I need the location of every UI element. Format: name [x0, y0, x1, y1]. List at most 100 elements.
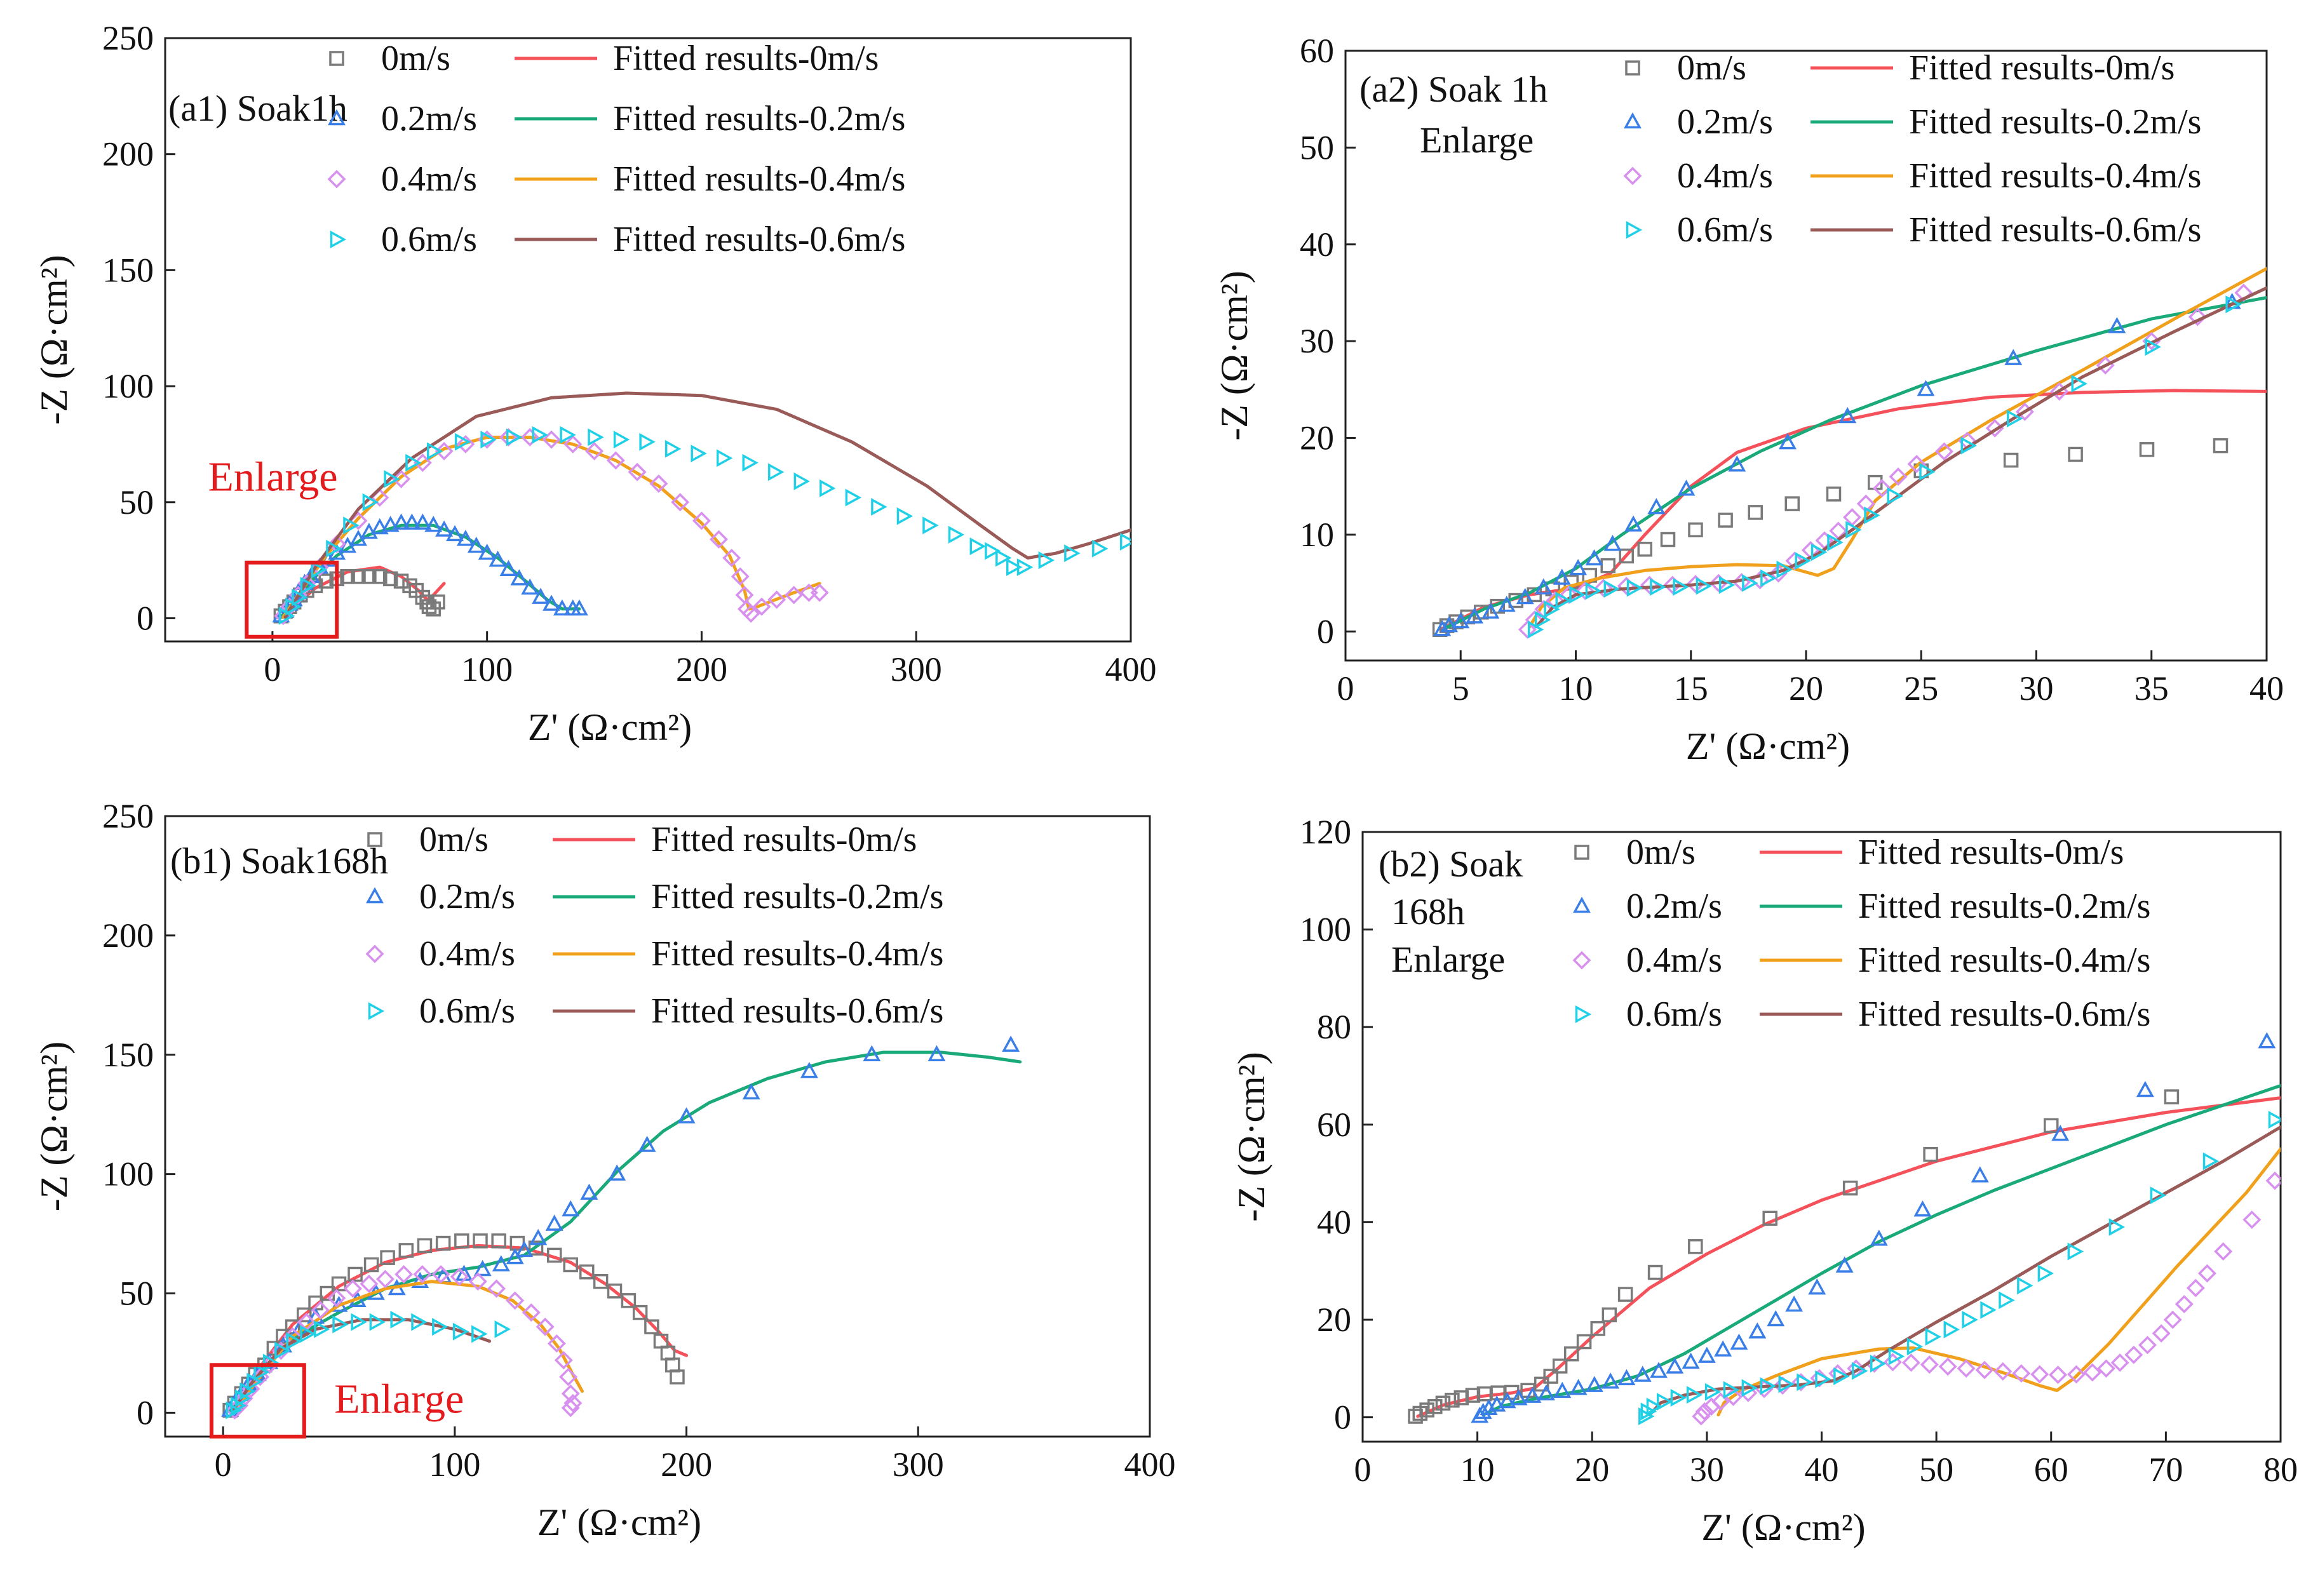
data-point	[1760, 1377, 1776, 1395]
legend-marker	[1574, 845, 1589, 860]
data-point	[362, 493, 379, 511]
data-point	[1498, 1391, 1516, 1409]
legend-marker	[327, 170, 346, 189]
data-point	[370, 518, 389, 535]
legend-label: 0.2m/s	[381, 99, 477, 138]
data-point	[1466, 607, 1483, 624]
data-point	[2068, 446, 2083, 462]
data-point	[561, 1398, 580, 1418]
data-point	[1692, 1407, 1711, 1426]
data-point	[1553, 568, 1571, 585]
data-point	[327, 1289, 346, 1308]
data-point	[2225, 295, 2242, 314]
data-point	[1785, 1295, 1804, 1312]
data-point	[1560, 585, 1579, 604]
legend-label: 0.4m/s	[419, 934, 515, 974]
enlarge-label: Enlarge	[334, 1376, 464, 1422]
data-point	[1957, 1359, 1976, 1378]
data-point	[435, 520, 454, 537]
x-tick-label: 15	[1674, 669, 1708, 707]
data-point	[1626, 579, 1643, 597]
data-point	[742, 453, 759, 472]
data-point	[1488, 1395, 1506, 1412]
data-point	[545, 1214, 563, 1231]
data-point	[1638, 1407, 1655, 1426]
data-point	[1923, 1146, 1938, 1162]
series-0.4m/s	[1692, 1147, 2281, 1426]
data-point	[2017, 1277, 2033, 1295]
data-point	[1563, 1346, 1579, 1362]
legend-marker	[1625, 60, 1640, 76]
data-point	[1525, 610, 1544, 629]
data-point	[375, 1270, 394, 1289]
legend: 0m/s Fitted results-0m/s 0.2m/s Fitted resu…	[327, 39, 905, 259]
data-point	[608, 1164, 626, 1181]
data-point	[351, 568, 366, 584]
enlarge-box	[245, 560, 339, 639]
legend-marker	[1575, 1005, 1592, 1023]
data-point	[1711, 1392, 1730, 1411]
legend-marker	[368, 1002, 385, 1020]
x-tick-label: 30	[2020, 669, 2054, 707]
data-point	[2138, 1336, 2157, 1355]
data-point	[235, 1389, 252, 1407]
data-point	[1943, 1320, 1960, 1339]
data-point	[722, 548, 741, 567]
data-point	[1497, 596, 1516, 612]
data-point	[1742, 574, 1758, 593]
data-point	[454, 1233, 469, 1249]
data-point	[1748, 1322, 1767, 1339]
legend-label: 0m/s	[381, 39, 450, 78]
data-point	[1906, 1338, 1924, 1356]
data-point	[1656, 1393, 1673, 1411]
data-point	[311, 560, 327, 579]
data-point	[1907, 455, 1926, 474]
data-point	[1696, 577, 1713, 595]
legend-fit-label: Fitted results-0.2m/s	[1909, 102, 2201, 142]
data-point	[767, 590, 786, 609]
x-tick-label: 0	[215, 1445, 232, 1484]
x-tick-label: 5	[1452, 669, 1469, 707]
data-point	[1784, 496, 1800, 511]
plot-area	[272, 391, 1131, 626]
data-point	[1925, 1327, 1942, 1346]
y-tick-label: 100	[102, 367, 154, 405]
data-point	[927, 1045, 946, 1062]
data-point	[1427, 1398, 1443, 1414]
data-point	[1827, 533, 1844, 552]
data-point	[393, 573, 409, 589]
data-point	[1838, 406, 1857, 424]
data-point	[1762, 1210, 1777, 1226]
data-point	[1650, 1362, 1668, 1378]
data-point	[390, 1310, 407, 1329]
data-point	[559, 1367, 578, 1386]
y-axis-title: -Z (Ω·cm²)	[33, 1042, 75, 1211]
data-point	[1650, 578, 1666, 596]
fit-line	[283, 391, 1131, 619]
legend-label: 0m/s	[1626, 833, 1696, 872]
data-point	[529, 1228, 548, 1245]
data-point	[1602, 1307, 1617, 1323]
data-point	[1845, 521, 1862, 539]
data-point	[253, 1363, 270, 1381]
data-point	[2007, 410, 2023, 428]
data-point	[430, 594, 445, 610]
data-point	[671, 493, 690, 512]
data-point	[2067, 1365, 2086, 1384]
legend-fit-label: Fitted results-0.6m/s	[1909, 210, 2201, 250]
data-point	[1419, 1402, 1434, 1418]
plot-area	[221, 1035, 1022, 1420]
enlarge-label: Enlarge	[208, 454, 338, 500]
legend-label: 0.2m/s	[1677, 102, 1773, 142]
y-tick-label: 60	[1317, 1106, 1351, 1144]
legend-label: 0.6m/s	[1626, 995, 1722, 1034]
data-point	[2067, 1242, 2084, 1261]
data-point	[414, 513, 432, 530]
data-point	[1864, 506, 1880, 525]
x-tick-label: 200	[676, 650, 727, 688]
legend-label: 0.6m/s	[1677, 210, 1773, 250]
y-tick-label: 100	[1300, 911, 1351, 949]
legend-marker	[328, 109, 346, 126]
data-point	[456, 530, 475, 546]
data-point	[1688, 522, 1703, 538]
